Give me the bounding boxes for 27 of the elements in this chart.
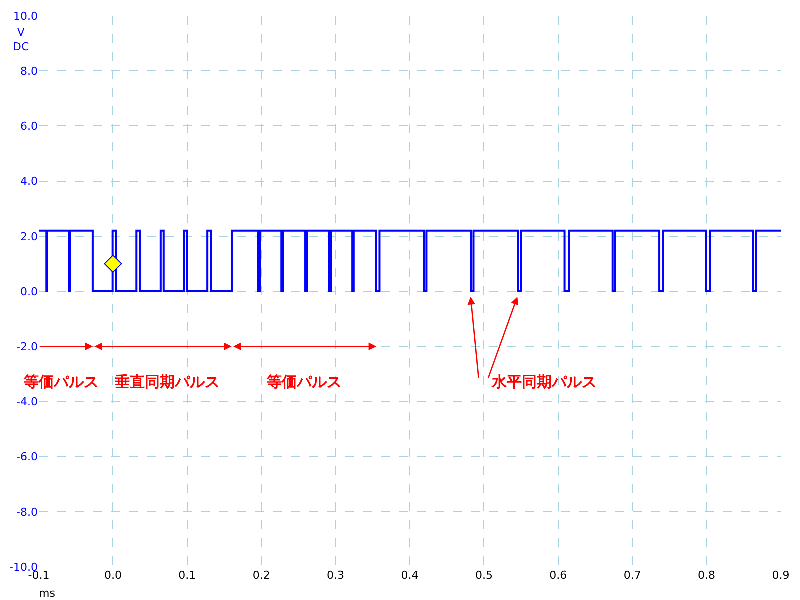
x-tick-label: 0.0 [104,569,122,582]
x-tick-label: 0.7 [624,569,642,582]
annotation: 等価パルス [266,373,342,391]
x-tick-label: 0.8 [698,569,716,582]
y-tick-label: 6.0 [20,120,38,134]
y-tick-label: 4.0 [20,175,38,188]
x-tick-label: 0.4 [401,569,419,582]
x-tick-label: 0.5 [475,569,493,582]
y-tick-label: -2.0 [16,340,38,354]
x-tick-label: 0.3 [327,569,345,582]
y-tick-label: -6.0 [16,450,38,464]
annotation: 垂直同期パルス [114,373,220,391]
x-axis-title: ms [39,587,56,600]
annotation: 等価パルス [23,373,99,391]
y-tick-label: -4.0 [16,396,38,409]
y-axis-title: V DC [13,26,30,54]
x-tick-label: 0.1 [178,569,196,582]
y-tick-label: -8.0 [16,506,38,519]
annotation: 水平同期パルス [491,373,597,391]
x-tick-label: 0.9 [772,569,790,582]
x-tick-label: -0.1 [28,569,50,582]
x-tick-label: 0.2 [252,569,270,582]
y-tick-label: 10.0 [14,10,38,23]
y-tick-label: 2.0 [20,230,38,244]
y-tick-label: 8.0 [20,64,38,78]
y-tick-label: 0.0 [20,285,38,298]
x-tick-label: 0.6 [550,569,568,582]
